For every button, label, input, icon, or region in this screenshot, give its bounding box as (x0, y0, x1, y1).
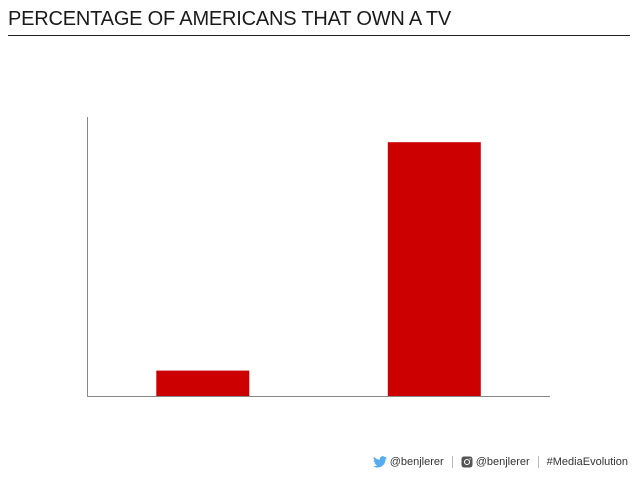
twitter-handle: @benjlerer (389, 456, 444, 468)
footer: @benjlerer @benjlerer #MediaEvolution (372, 456, 628, 468)
instagram-credit[interactable]: @benjlerer (461, 456, 530, 468)
twitter-credit[interactable]: @benjlerer (372, 456, 444, 468)
instagram-handle: @benjlerer (475, 456, 530, 468)
slide-title: PERCENTAGE OF AMERICANS THAT OWN A TV (8, 8, 452, 30)
title-divider (8, 35, 630, 36)
footer-separator (537, 456, 539, 468)
twitter-bird-icon (372, 456, 387, 468)
hashtag-text: #MediaEvolution (546, 456, 628, 468)
bars-layer (156, 142, 481, 396)
instagram-icon (461, 456, 473, 468)
bar-1 (156, 370, 250, 396)
bar-2 (387, 142, 481, 396)
footer-separator (451, 456, 453, 468)
hashtag-credit[interactable]: #MediaEvolution (547, 456, 628, 468)
